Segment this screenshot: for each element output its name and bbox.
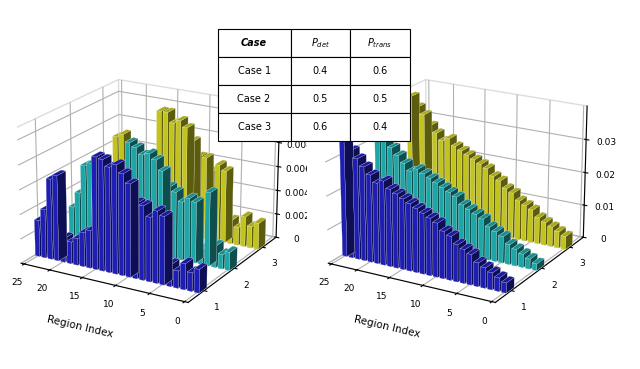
X-axis label: Region Index: Region Index [46,314,114,339]
X-axis label: Region Index: Region Index [353,314,421,339]
